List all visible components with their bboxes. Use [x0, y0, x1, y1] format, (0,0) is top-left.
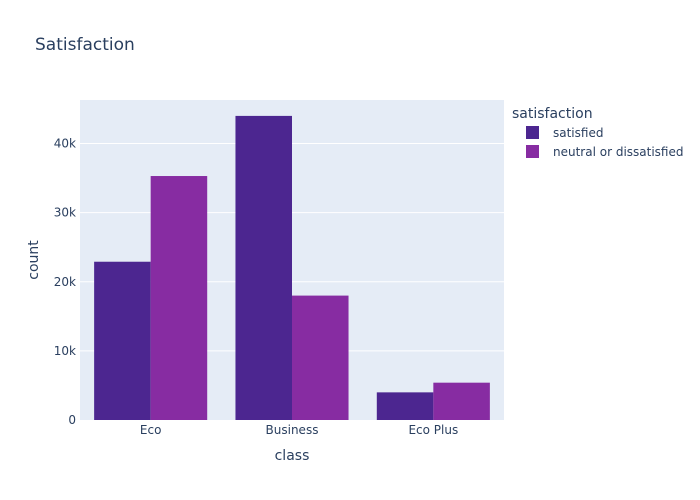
x-tick-label: Eco: [140, 423, 162, 437]
bar-neutral-or-dissatisfied-eco[interactable]: [150, 176, 208, 420]
y-tick-label: 10k: [54, 344, 76, 358]
legend: satisfaction satisfied neutral or dissati…: [512, 106, 683, 159]
legend-label[interactable]: neutral or dissatisfied: [553, 145, 683, 159]
legend-title: satisfaction: [512, 106, 593, 122]
legend-swatch[interactable]: [526, 145, 539, 158]
y-tick-label: 40k: [54, 137, 76, 151]
x-axis-title: class: [275, 448, 310, 464]
chart-title: Satisfaction: [35, 35, 135, 55]
bar-neutral-or-dissatisfied-eco-plus[interactable]: [433, 382, 490, 420]
bar-satisfied-eco-plus[interactable]: [376, 392, 434, 420]
legend-swatch[interactable]: [526, 126, 539, 139]
x-tick-label: Eco Plus: [408, 423, 458, 437]
y-tick-label: 30k: [54, 206, 76, 220]
bar-satisfied-business[interactable]: [235, 115, 292, 420]
y-tick-label: 0: [68, 413, 76, 427]
y-tick-label: 20k: [54, 275, 76, 289]
bar-neutral-or-dissatisfied-business[interactable]: [292, 295, 349, 420]
x-axis-ticks: Eco Business Eco Plus: [140, 423, 458, 437]
x-tick-label: Business: [266, 423, 319, 437]
bars-group: [94, 115, 490, 420]
legend-label[interactable]: satisfied: [553, 126, 603, 140]
y-axis-ticks: 0 10k 20k 30k 40k: [54, 137, 76, 427]
bar-satisfied-eco[interactable]: [94, 261, 151, 420]
y-axis-title: count: [26, 240, 42, 280]
